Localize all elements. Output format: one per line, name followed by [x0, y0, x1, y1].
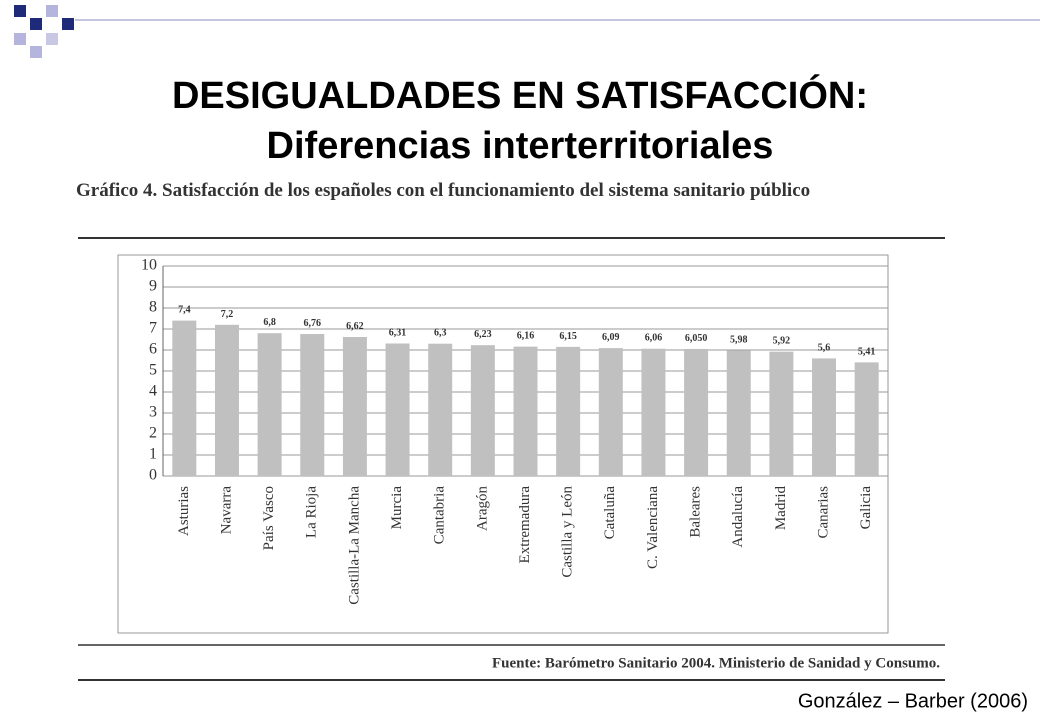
x-tick-label: Asturias — [176, 486, 192, 536]
bar — [385, 343, 410, 476]
value-label: 5,98 — [730, 334, 748, 345]
value-label: 6,23 — [474, 329, 492, 340]
bar — [556, 346, 581, 476]
x-tick-label: País Vasco — [261, 486, 277, 550]
bar — [769, 351, 794, 476]
y-tick-label: 6 — [149, 341, 157, 358]
value-label: 6,31 — [389, 327, 407, 338]
source: Fuente: Barómetro Sanitario 2004. Minist… — [492, 655, 940, 671]
y-tick-label: 10 — [141, 257, 157, 274]
x-tick-label: Castilla-La Mancha — [346, 486, 362, 605]
value-label: 5,41 — [858, 346, 876, 357]
y-tick-label: 9 — [149, 278, 157, 295]
y-tick-label: 2 — [149, 425, 157, 442]
x-tick-label: Castilla y León — [560, 486, 576, 578]
value-label: 7,2 — [221, 309, 234, 320]
x-tick-label: Galicia — [858, 486, 874, 530]
bar — [300, 334, 325, 476]
bar — [684, 348, 709, 476]
bar — [726, 350, 751, 476]
chart-title: Gráfico 4. Satisfacción de los españoles… — [76, 180, 811, 201]
caption-box: Gráfico 4. Satisfacción de los españoles… — [76, 180, 811, 201]
value-label: 6,62 — [346, 321, 364, 332]
bar — [257, 333, 282, 476]
value-label: 5,92 — [773, 336, 791, 347]
slide-subtitle: Diferencias interterritoriales — [267, 125, 774, 167]
bar — [342, 336, 367, 476]
x-tick-label: Baleares — [688, 486, 704, 538]
bar — [172, 320, 197, 476]
value-label: 6,15 — [559, 331, 577, 342]
x-tick-label: Navarra — [218, 486, 234, 535]
y-tick-label: 0 — [149, 467, 157, 484]
x-tick-label: Murcia — [389, 486, 405, 530]
value-label: 6,16 — [517, 331, 535, 342]
x-tick-label: Aragón — [474, 486, 490, 531]
bar — [641, 348, 666, 476]
x-tick-label: La Rioja — [304, 486, 320, 538]
x-tick-label: Extremadura — [517, 486, 533, 564]
y-tick-label: 3 — [149, 404, 157, 421]
bar — [428, 343, 453, 476]
credit: González – Barber (2006) — [798, 690, 1028, 712]
x-tick-label: Andalucía — [730, 486, 746, 548]
value-label: 5,6 — [818, 342, 831, 353]
x-tick-label: Canarias — [815, 486, 831, 539]
value-label: 6,76 — [304, 318, 322, 329]
bar — [854, 362, 879, 476]
bar — [470, 345, 495, 476]
y-tick-label: 7 — [149, 320, 157, 337]
chart-frame — [117, 254, 889, 634]
y-tick-label: 5 — [149, 362, 157, 379]
value-label: 6,050 — [685, 333, 708, 344]
decoration — [14, 5, 1040, 58]
bar — [598, 348, 623, 476]
bar — [513, 346, 538, 476]
value-label: 6,06 — [645, 333, 663, 344]
y-tick-label: 8 — [149, 299, 157, 316]
x-tick-label: Cataluña — [602, 486, 618, 540]
y-tick-label: 4 — [149, 383, 157, 400]
value-label: 6,09 — [602, 332, 620, 343]
value-label: 6,3 — [434, 328, 447, 339]
x-tick-label: Cantabria — [432, 486, 448, 545]
slide-title: DESIGUALDADES EN SATISFACCIÓN: — [172, 73, 868, 117]
x-tick-label: Madrid — [773, 486, 789, 531]
y-tick-label: 1 — [149, 446, 157, 463]
bar — [812, 358, 837, 476]
value-label: 6,8 — [263, 317, 276, 328]
value-label: 7,4 — [178, 305, 191, 316]
x-tick-label: C. Valenciana — [645, 486, 661, 569]
bar — [214, 324, 239, 476]
